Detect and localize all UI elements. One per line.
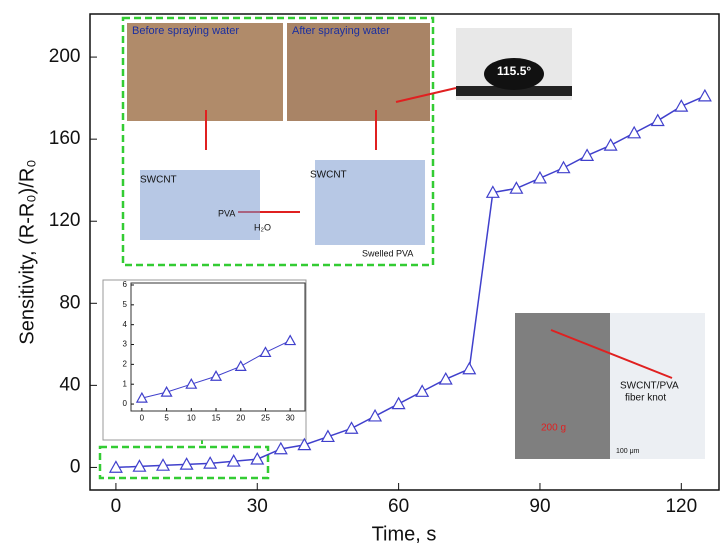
x-tick-label: 30 — [247, 496, 268, 517]
y-tick-label: 2 — [123, 359, 128, 368]
y-tick-label: 200 — [49, 46, 81, 67]
annotation: Swelled PVA — [362, 248, 413, 258]
y-tick-label: 80 — [59, 292, 80, 313]
data-point — [135, 391, 148, 403]
y-tick-label: 40 — [59, 374, 80, 395]
annotation: 115.5° — [497, 64, 531, 78]
photo-after — [287, 23, 430, 121]
y-tick-label: 3 — [123, 340, 128, 349]
data-point — [344, 421, 359, 434]
x-tick-label: 25 — [261, 413, 270, 422]
annotation: SWCNT/PVA — [620, 381, 679, 392]
droplet — [484, 58, 544, 90]
annotation: 100 μm — [616, 448, 640, 455]
x-tick-label: 120 — [665, 496, 697, 517]
pointer — [550, 329, 673, 379]
x-tick-label: 0 — [140, 413, 145, 422]
data-point — [320, 429, 335, 443]
data-point — [674, 99, 689, 112]
annotation: SWCNT — [140, 175, 177, 186]
annotation: SWCNT — [310, 170, 347, 181]
zoom-region — [98, 445, 270, 480]
inset-plot-frame — [130, 282, 306, 412]
data-point — [650, 113, 665, 127]
y-tick-label: 0 — [70, 456, 81, 477]
photo-knot-zoom — [610, 313, 705, 459]
annotation: fiber knot — [625, 393, 666, 404]
data-point — [132, 459, 147, 472]
x-tick-label: 5 — [164, 413, 169, 422]
y-tick-label: 160 — [49, 128, 81, 149]
data-point — [179, 457, 194, 470]
data-point — [603, 138, 618, 151]
data-point — [156, 458, 171, 471]
data-point — [210, 370, 223, 381]
data-point — [226, 454, 241, 467]
data-point — [185, 377, 198, 389]
annotation: PVA — [218, 208, 235, 218]
photo-before — [127, 23, 283, 121]
y-tick-label: 1 — [123, 379, 128, 388]
y-tick-label: 120 — [49, 210, 81, 231]
data-point — [415, 384, 430, 397]
x-tick-label: 10 — [187, 413, 196, 422]
y-tick-label: 6 — [123, 280, 128, 289]
annotation: H₂O — [254, 222, 271, 232]
data-point — [273, 441, 288, 455]
data-point — [108, 460, 123, 473]
annotation: 200 g — [541, 423, 566, 434]
data-point — [284, 334, 297, 346]
x-tick-label: 15 — [212, 413, 221, 422]
y-tick-label: 4 — [123, 320, 128, 329]
data-point — [438, 371, 453, 385]
y-tick-label: 0 — [123, 399, 128, 408]
plot-frame — [89, 13, 720, 491]
data-point — [580, 148, 595, 161]
y-axis-label: Sensitivity, (R-R₀)/R₀ — [16, 159, 38, 344]
annotation: Before spraying water — [132, 25, 239, 37]
data-point — [391, 396, 406, 410]
data-point — [297, 437, 312, 451]
data-point — [509, 181, 524, 194]
data-point — [160, 385, 173, 397]
data-point — [556, 160, 571, 174]
data-point — [532, 170, 547, 184]
x-tick-label: 0 — [111, 496, 122, 517]
x-tick-label: 30 — [286, 413, 295, 422]
data-point — [234, 360, 247, 371]
data-point — [485, 185, 500, 198]
substrate — [456, 86, 572, 96]
cnt-illustration — [315, 160, 425, 245]
annotation: After spraying water — [292, 25, 390, 37]
cnt-illustration — [140, 170, 260, 240]
x-tick-label: 60 — [388, 496, 409, 517]
data-point — [697, 88, 712, 102]
data-point — [250, 451, 265, 465]
y-tick-label: 5 — [123, 300, 128, 309]
data-point — [368, 408, 383, 422]
data-point — [462, 361, 477, 375]
data-point — [259, 346, 272, 358]
pointer — [395, 87, 457, 103]
x-tick-label: 20 — [236, 413, 245, 422]
x-tick-label: 90 — [529, 496, 550, 517]
data-point — [203, 456, 218, 469]
inset-box — [102, 279, 307, 441]
x-axis-label: Time, s — [372, 523, 437, 545]
data-point — [627, 125, 642, 139]
